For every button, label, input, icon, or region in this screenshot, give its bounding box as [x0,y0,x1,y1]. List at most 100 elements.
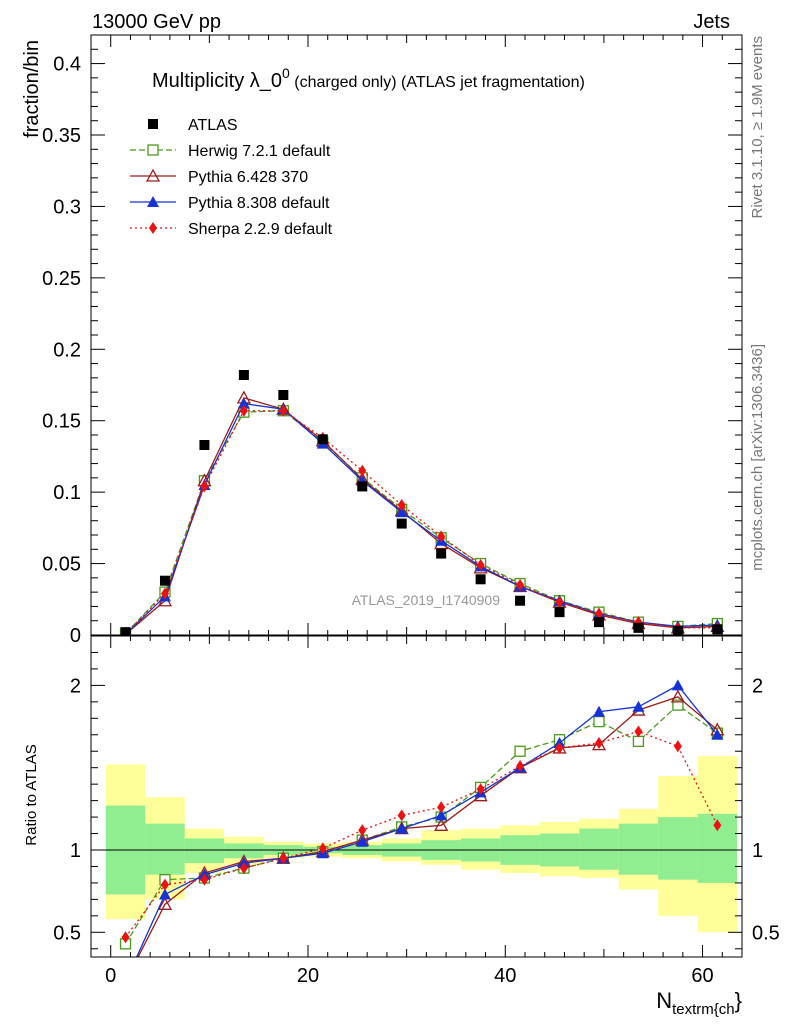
data-point [157,896,173,910]
data-point [435,809,448,821]
ratio-line [135,684,718,957]
legend-label: Pythia 8.308 default [188,195,330,212]
data-point [673,740,682,753]
data-point [434,817,449,831]
data-point [437,801,446,814]
data-point [395,506,408,518]
band-green [658,817,698,880]
data-point [436,548,447,559]
chart-title-superscript: 0 [282,65,290,81]
data-point [514,745,526,757]
ratio-tick-label-right: 2 [752,675,763,697]
ratio-tick-label-right: 1 [752,840,763,862]
data-point [239,862,248,875]
band-green [224,843,264,859]
data-point [516,760,525,773]
data-point [160,587,169,600]
chart-title: Multiplicity λ_00 (charged only) (ATLAS … [152,65,585,92]
data-point [279,852,288,865]
data-point [238,370,249,380]
data-point [279,404,288,417]
x-axis-label-sub: textrm{ch [672,1001,735,1018]
ratio-line [137,696,718,957]
ratio-tick-label: 0.5 [53,922,81,944]
series-line [125,410,718,635]
data-point [555,596,564,609]
data-point [555,741,564,754]
data-point [670,689,685,703]
y-tick-label: 0.3 [53,196,81,218]
legend-entry: Pythia 8.308 default [130,195,330,212]
y-tick-label: 0.25 [42,268,81,290]
data-point [159,575,170,586]
data-point [437,530,446,543]
legend-entry: ATLAS [148,117,238,134]
series-line [125,402,718,635]
ratio-series-pythia-8-308-default [120,679,724,987]
data-point [554,607,565,618]
legend-entry: Sherpa 2.2.9 default [130,221,333,238]
data-point [147,144,159,156]
data-point [149,222,157,234]
x-tick-label: 60 [691,965,713,987]
data-point [397,809,406,822]
y-axis-label: fraction/bin [21,40,43,138]
side-label-rivet: Rivet 3.1.10, ≥ 1.9M events [749,36,766,219]
data-point [594,607,603,620]
main-series-layer [119,370,725,635]
data-point [516,579,525,591]
y-tick-label: 0 [70,625,81,647]
data-point [476,783,485,796]
band-green [145,823,185,875]
data-point [632,700,645,712]
data-point [147,196,159,207]
data-point [237,397,250,409]
data-point [317,434,328,445]
legend-entry: Herwig 7.2.1 default [130,143,331,160]
data-point [397,499,406,511]
y-tick-label: 0.15 [42,411,81,433]
x-tick-label: 40 [494,965,516,987]
x-tick-label: 20 [297,965,319,987]
legend-label: ATLAS [188,117,238,134]
ratio-uncertainty-bands [105,756,738,933]
x-axis-label: Ntextrm{ch} [656,988,742,1018]
data-point [594,737,603,749]
data-point [632,735,645,748]
legend-entry: Pythia 6.428 370 [130,168,308,186]
side-label-mcplots: mcplots.cern.ch [arXiv:1306.3436] [749,344,766,571]
ratio-panel-frame [90,635,743,958]
data-point [356,835,369,847]
data-point [592,705,605,717]
ratio-tick-label-right: 0.5 [752,922,780,944]
legend-label: Pythia 6.428 370 [188,169,308,186]
y-tick-label: 0.4 [53,54,81,76]
chart-title-rest: (charged only) (ATLAS jet fragmentation) [290,74,585,91]
data-point [396,518,407,529]
data-point [672,625,683,635]
data-point [476,559,485,571]
legend-label: Sherpa 2.2.9 default [188,221,333,238]
ratio-series-sherpa-2-2-9-default [121,725,722,944]
ratio-line [124,704,718,945]
ratio-tick-label: 1 [70,840,81,862]
data-point [120,976,132,987]
ratio-tick-label: 2 [70,675,81,697]
x-tick-label: 0 [105,965,116,987]
data-point [712,624,723,635]
data-point [160,878,169,891]
x-axis-label-main: N [656,988,672,1013]
data-point [200,480,209,493]
data-point [395,822,408,834]
data-point [358,824,367,837]
data-point [713,819,722,832]
data-point [634,725,643,738]
data-point [672,699,684,711]
data-point [358,464,367,477]
band-green [618,823,659,875]
x-axis-label-close: } [735,988,742,1013]
data-point [148,119,158,129]
header-left: 13000 GeV pp [92,11,221,33]
y-tick-label: 0.1 [53,482,81,504]
